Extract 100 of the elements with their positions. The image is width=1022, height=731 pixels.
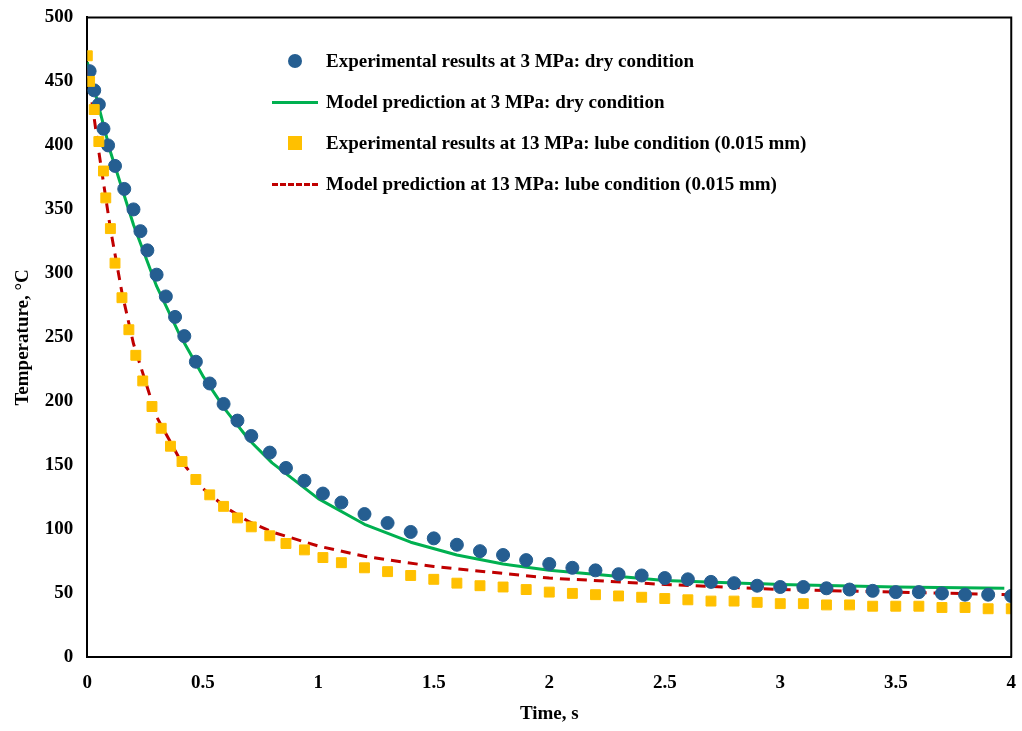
point	[188, 354, 203, 369]
point	[913, 600, 925, 612]
x-tick-label: 2	[544, 670, 555, 692]
point	[659, 593, 671, 604]
point	[797, 598, 809, 610]
point	[520, 584, 532, 596]
point	[335, 557, 347, 569]
point	[357, 507, 372, 522]
point	[497, 581, 509, 593]
x-tick-label: 3	[775, 670, 786, 692]
point	[449, 537, 464, 552]
point	[426, 531, 441, 546]
point	[231, 512, 243, 524]
x-tick-label: 1	[313, 670, 324, 692]
point	[116, 292, 128, 304]
point	[403, 524, 418, 539]
y-tick-label: 400	[44, 133, 74, 155]
point	[146, 401, 158, 412]
point	[317, 552, 329, 564]
point	[590, 589, 601, 601]
point	[93, 136, 105, 148]
point	[542, 556, 557, 571]
point	[865, 583, 880, 598]
point	[496, 548, 511, 562]
point	[280, 538, 292, 549]
point	[177, 329, 192, 344]
point	[588, 563, 603, 578]
point	[819, 581, 834, 596]
point	[842, 582, 857, 597]
point	[334, 495, 349, 510]
point	[703, 574, 718, 589]
point	[382, 566, 394, 578]
point	[264, 530, 276, 542]
point	[98, 165, 109, 177]
legend-label: Model prediction at 13 MPa: lube condition (0.015 mm)	[326, 172, 777, 195]
x-tick-label: 4	[1006, 670, 1017, 692]
point	[519, 553, 534, 568]
x-tick-label: 1.5	[421, 670, 446, 692]
point	[176, 456, 188, 468]
legend-label: Model prediction at 3 MPa: dry condition	[326, 90, 665, 113]
y-axis-title: Temperature, °C	[11, 269, 33, 406]
x-axis-title: Time, s	[519, 701, 579, 723]
point	[140, 243, 155, 258]
point	[680, 572, 695, 587]
point	[104, 223, 116, 235]
x-tick-label: 3.5	[883, 670, 908, 692]
point	[958, 587, 973, 602]
y-tick-label: 150	[44, 453, 74, 475]
point	[204, 489, 216, 501]
point	[190, 474, 202, 485]
point	[888, 585, 903, 600]
point	[158, 289, 173, 304]
point	[315, 486, 330, 501]
point	[565, 560, 580, 575]
point	[451, 577, 463, 589]
point	[130, 349, 142, 361]
point	[867, 600, 879, 612]
point	[405, 570, 417, 581]
point	[657, 571, 672, 586]
point	[109, 257, 121, 269]
point	[96, 121, 111, 136]
point	[100, 192, 112, 204]
point	[613, 590, 625, 602]
point	[137, 375, 149, 387]
point	[133, 224, 148, 239]
point	[165, 440, 176, 452]
point	[566, 587, 578, 599]
x-tick-label: 0	[82, 670, 93, 692]
point	[774, 598, 786, 610]
point	[981, 587, 996, 602]
point	[611, 567, 626, 582]
point	[126, 202, 141, 217]
point	[88, 104, 100, 116]
point	[262, 445, 277, 460]
point	[472, 544, 487, 559]
point	[108, 158, 123, 173]
point	[934, 586, 949, 601]
y-tick-label: 50	[54, 581, 74, 603]
point	[911, 585, 926, 600]
point	[543, 586, 555, 598]
point	[705, 595, 717, 607]
y-tick-label: 450	[44, 69, 74, 91]
point	[245, 521, 257, 533]
y-tick-label: 200	[44, 389, 74, 411]
point	[149, 267, 164, 282]
point	[634, 568, 649, 583]
legend-label: Experimental results at 3 MPa: dry condition	[326, 49, 695, 72]
point	[682, 594, 694, 606]
point	[428, 573, 440, 585]
y-tick-label: 300	[44, 261, 74, 283]
point	[727, 576, 742, 591]
point	[982, 603, 994, 615]
point	[244, 428, 259, 443]
point	[890, 600, 902, 612]
y-tick-label: 250	[44, 325, 74, 347]
point	[959, 602, 971, 613]
point	[298, 544, 310, 556]
point	[218, 500, 230, 512]
point	[380, 516, 395, 530]
point	[796, 580, 811, 594]
